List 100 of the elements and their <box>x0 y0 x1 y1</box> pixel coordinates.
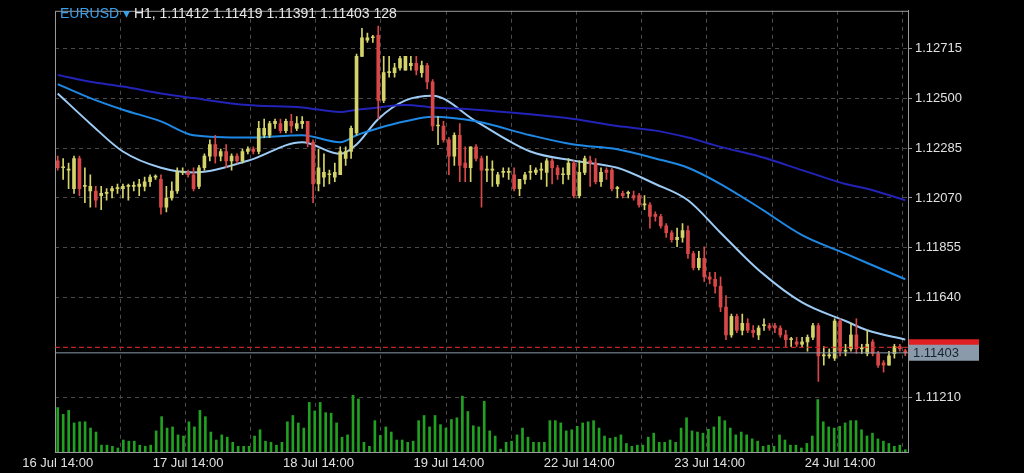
line-series <box>56 92 907 341</box>
bar <box>570 429 574 452</box>
bar <box>871 432 874 452</box>
bar <box>641 444 645 452</box>
bar <box>821 421 825 452</box>
bar <box>903 449 907 452</box>
x-tick-label: 23 Jul 14:00 <box>674 455 746 471</box>
bar <box>510 440 513 452</box>
bar <box>357 398 360 452</box>
bar <box>286 421 289 452</box>
y-tick-label: 1.12070 <box>915 189 962 205</box>
bar <box>450 419 453 452</box>
y-tick-label: 1.12715 <box>915 39 962 55</box>
x-tick-label: 17 Jul 14:00 <box>152 455 224 471</box>
bar <box>592 420 595 452</box>
bar <box>860 429 863 452</box>
bar <box>214 439 218 452</box>
bar <box>477 426 481 452</box>
x-tick-label: 19 Jul 14:00 <box>413 455 485 471</box>
bar <box>838 426 841 452</box>
bar <box>810 435 814 452</box>
bar <box>313 410 317 452</box>
bar <box>204 416 207 452</box>
bar <box>171 426 174 452</box>
bar <box>89 427 92 452</box>
bar <box>646 436 650 452</box>
bar <box>296 422 300 452</box>
bar <box>789 444 792 452</box>
bar <box>543 441 546 452</box>
bar <box>231 441 235 452</box>
bar <box>127 440 131 452</box>
bar <box>368 445 371 452</box>
bar <box>728 427 732 452</box>
chart-title: EURUSD ▾ H1, 1.11412 1.11419 1.11391 1.11403 128 <box>60 5 397 21</box>
bar <box>395 439 399 452</box>
bar <box>143 445 147 452</box>
bar <box>723 420 727 452</box>
bar <box>264 440 267 452</box>
bar <box>767 444 770 452</box>
bar <box>346 434 349 452</box>
line-series <box>56 73 907 202</box>
bar <box>603 435 606 452</box>
bar <box>61 414 65 452</box>
bar <box>428 426 431 452</box>
bar <box>614 436 617 452</box>
bar <box>827 426 831 452</box>
bar <box>652 432 656 452</box>
y-tick-label: 1.12285 <box>915 139 962 155</box>
bar <box>636 444 639 452</box>
x-tick-label: 16 Jul 14:00 <box>22 455 94 471</box>
bar <box>253 435 256 452</box>
bar <box>242 445 245 452</box>
bar <box>816 399 820 452</box>
y-tick-label: 1.11855 <box>915 239 962 255</box>
bar <box>707 428 710 452</box>
bar <box>893 445 896 452</box>
bar <box>898 444 902 452</box>
bar <box>384 426 388 452</box>
bar <box>745 434 749 452</box>
bar <box>756 440 759 452</box>
x-tick-label: 24 Jul 14:00 <box>804 455 876 471</box>
bar <box>56 407 60 452</box>
bar <box>657 441 661 452</box>
y-tick-label: 1.12500 <box>915 89 962 105</box>
bar <box>718 416 721 452</box>
bar <box>575 426 579 452</box>
bar <box>193 426 196 452</box>
bar <box>553 420 557 452</box>
bar <box>67 410 70 452</box>
bar <box>849 420 852 452</box>
bar <box>800 447 803 452</box>
bar <box>559 422 563 452</box>
bar <box>696 431 699 452</box>
line-series <box>56 83 907 281</box>
bar <box>734 434 738 452</box>
bar <box>882 440 885 452</box>
bar <box>471 425 475 452</box>
bar <box>778 434 781 452</box>
bar <box>149 444 153 452</box>
bar <box>160 416 163 452</box>
bar <box>532 441 535 452</box>
bar <box>78 421 81 452</box>
y-tick-label: 1.11640 <box>915 289 962 305</box>
bar <box>122 439 125 452</box>
bar <box>493 435 497 452</box>
bar <box>138 444 142 452</box>
bar <box>663 441 667 452</box>
bar <box>685 417 688 452</box>
bar <box>488 430 492 452</box>
bar <box>482 400 486 452</box>
bar <box>225 436 229 452</box>
bar <box>439 424 442 452</box>
bar <box>324 412 327 452</box>
x-tick-label: 18 Jul 14:00 <box>283 455 354 471</box>
bar <box>275 444 278 452</box>
bar <box>461 395 464 452</box>
bar <box>521 427 524 452</box>
bar <box>739 431 743 452</box>
bar <box>182 435 185 452</box>
ref-line-label: 1.11403 <box>913 345 960 361</box>
